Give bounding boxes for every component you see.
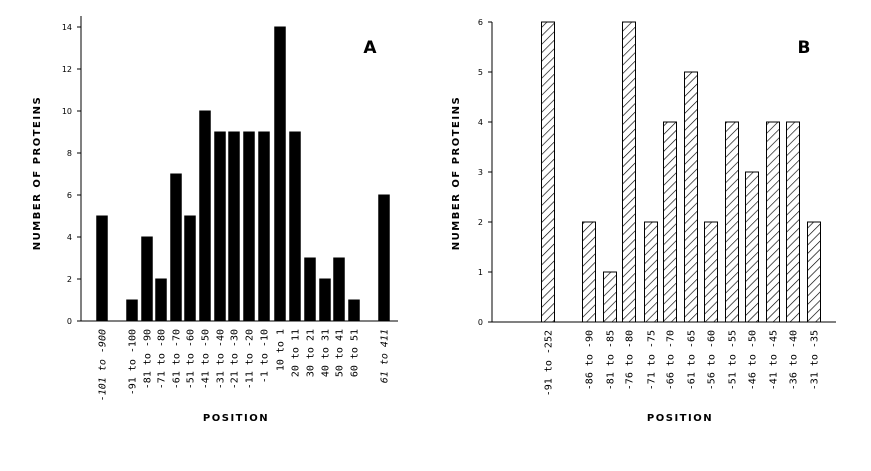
panel-a-y-tick-label: 14 bbox=[62, 23, 72, 32]
panel-a-bar bbox=[96, 215, 108, 322]
panel-b-letter: B bbox=[798, 38, 811, 58]
panel-a-chart: NUMBER OF PROTEINS POSITION A 0 2 4 6 8 10 12 1… bbox=[32, 16, 398, 424]
panel-a-category-label: -21 to -30 bbox=[230, 329, 241, 389]
panel-a-category-label: 61 to 411 bbox=[380, 329, 391, 383]
panel-b-y-tick-label: 0 bbox=[478, 318, 483, 327]
panel-a-category-label: 40 to 31 bbox=[321, 329, 332, 377]
panel-b-y-tick-label: 4 bbox=[478, 118, 483, 127]
panel-b-x-axis-title: POSITION bbox=[647, 413, 713, 424]
panel-b-category-label: -41 to -45 bbox=[769, 330, 780, 390]
panel-a-bar bbox=[228, 131, 240, 322]
panel-a-y-tick-label: 4 bbox=[67, 233, 72, 242]
panel-a-bar bbox=[319, 278, 331, 322]
panel-a-bar bbox=[184, 215, 196, 322]
panel-a-bar bbox=[289, 131, 301, 322]
panel-b-bar bbox=[725, 121, 739, 323]
panel-a-category-label: 60 to 51 bbox=[350, 329, 361, 377]
panel-b-category-label: -81 to -85 bbox=[606, 330, 617, 390]
panel-a-category-label: 30 to 21 bbox=[306, 329, 317, 377]
panel-a-bar bbox=[126, 299, 138, 322]
panel-a-bar bbox=[214, 131, 226, 322]
panel-b-bar bbox=[786, 121, 800, 323]
panel-a-bar bbox=[258, 131, 270, 322]
panel-b-category-label: -86 to -90 bbox=[585, 330, 596, 390]
panel-b-bar bbox=[704, 221, 718, 323]
panel-a-bar bbox=[141, 236, 153, 322]
panel-a-letter: A bbox=[363, 38, 377, 58]
panel-b-y-tick-label: 6 bbox=[478, 18, 483, 27]
panel-a-category-label: 50 to 41 bbox=[335, 329, 346, 377]
panel-a-y-tick-label: 2 bbox=[67, 275, 72, 284]
panel-a-category-label: -71 to -80 bbox=[157, 329, 168, 389]
panel-a-category-label: -91 to -100 bbox=[128, 329, 139, 395]
panel-a-bar bbox=[274, 26, 286, 322]
panel-a-category-label: -1 to -10 bbox=[260, 329, 271, 383]
panel-b-category-label: -76 to -80 bbox=[625, 330, 636, 390]
panel-a-category-label: -101 to -900 bbox=[98, 329, 109, 401]
panel-a-y-tick-label: 12 bbox=[62, 65, 72, 74]
panel-b-bar bbox=[622, 21, 636, 323]
panel-a-bar bbox=[333, 257, 345, 322]
panel-a-y-tick-label: 6 bbox=[67, 191, 72, 200]
panel-a-bar bbox=[378, 194, 390, 322]
panel-b-bar bbox=[541, 21, 555, 323]
panel-b-category-label: -91 to -252 bbox=[544, 330, 555, 396]
panel-a-y-tick-label: 0 bbox=[67, 317, 72, 326]
panel-b-category-label: -61 to -65 bbox=[687, 330, 698, 390]
panel-a-bar bbox=[243, 131, 255, 322]
panel-b-bar bbox=[684, 71, 698, 323]
panel-b-category-label: -31 to -35 bbox=[810, 330, 821, 390]
panel-b-bar bbox=[603, 271, 617, 323]
panel-b-bar bbox=[663, 121, 677, 323]
panel-b-bar bbox=[644, 221, 658, 323]
panel-a-category-label: -11 to -20 bbox=[245, 329, 256, 389]
panel-a-category-label: -61 to -70 bbox=[172, 329, 183, 389]
panel-a-bar bbox=[155, 278, 167, 322]
panel-b-y-tick-label: 2 bbox=[478, 218, 483, 227]
panel-a-category-label: 10 to 1 bbox=[276, 329, 287, 371]
panel-a-category-label: 20 to 11 bbox=[291, 329, 302, 377]
panel-a-category-label: -41 to -50 bbox=[201, 329, 212, 389]
panel-b-chart: NUMBER OF PROTEINS POSITION B 0 1 2 3 4 5 6 -9… bbox=[451, 18, 836, 424]
panel-a-y-tick-label: 8 bbox=[67, 149, 72, 158]
panel-a-category-label: -31 to -40 bbox=[216, 329, 227, 389]
panel-a-category-label: -81 to -90 bbox=[143, 329, 154, 389]
panel-b-y-tick-label: 1 bbox=[478, 268, 483, 277]
panel-a-bar bbox=[170, 173, 182, 322]
panel-b-category-label: -66 to -70 bbox=[666, 330, 677, 390]
panel-b-category-label: -71 to -75 bbox=[647, 330, 658, 390]
panel-b-y-tick-label: 5 bbox=[478, 68, 483, 77]
panel-a-y-tick-label: 10 bbox=[62, 107, 72, 116]
panel-a-bar bbox=[304, 257, 316, 322]
panel-b-bar bbox=[766, 121, 780, 323]
panel-a-y-axis-title: NUMBER OF PROTEINS bbox=[32, 96, 43, 250]
panel-a-bar bbox=[348, 299, 360, 322]
panel-a-x-axis-title: POSITION bbox=[203, 413, 269, 424]
panel-b-category-label: -46 to -50 bbox=[748, 330, 759, 390]
panel-b-category-label: -56 to -60 bbox=[707, 330, 718, 390]
panel-b-category-label: -36 to -40 bbox=[789, 330, 800, 390]
panel-b-y-axis-title: NUMBER OF PROTEINS bbox=[451, 96, 462, 250]
panel-a-category-label: -51 to -60 bbox=[186, 329, 197, 389]
panel-b-category-label: -51 to -55 bbox=[728, 330, 739, 390]
panel-b-y-tick-label: 3 bbox=[478, 168, 483, 177]
panel-b-bar bbox=[745, 171, 759, 323]
panel-b-bar bbox=[582, 221, 596, 323]
panel-a-bar bbox=[199, 110, 211, 322]
panel-b-bar bbox=[807, 221, 821, 323]
